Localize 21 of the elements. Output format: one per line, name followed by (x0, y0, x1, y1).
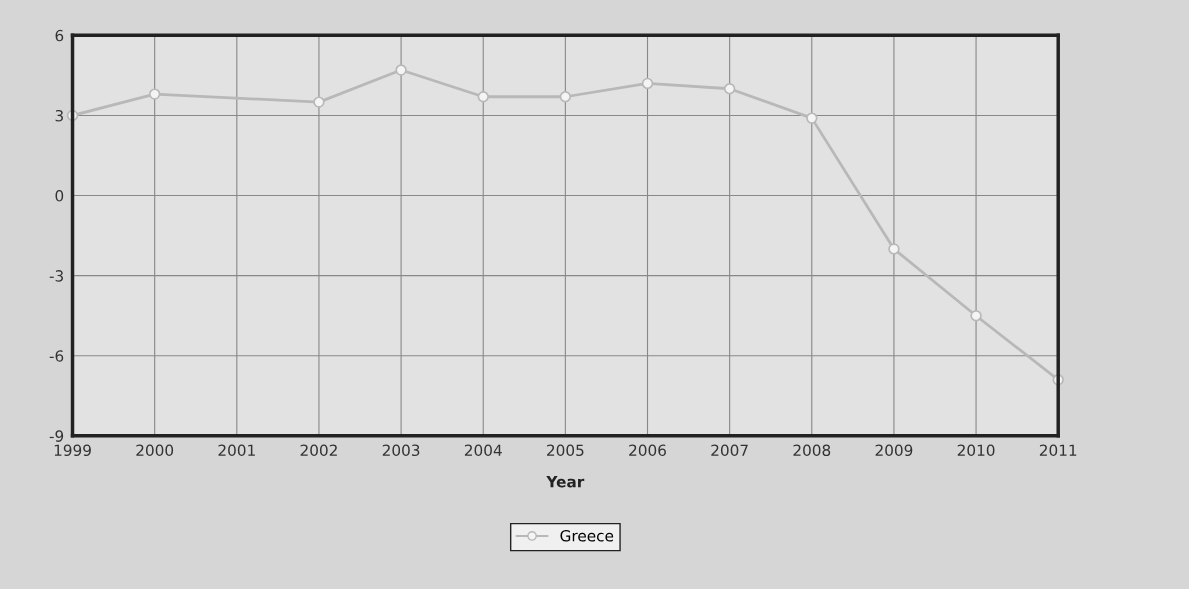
x-tick-label: 2000 (136, 444, 174, 457)
x-axis-title: Year (546, 476, 585, 488)
y-tick-label: 3 (55, 109, 63, 122)
y-tick-label: 0 (55, 190, 64, 202)
y-tick-label: -6 (49, 350, 64, 362)
y-tick-label: 6 (55, 29, 64, 42)
x-tick-label: 2003 (382, 444, 420, 457)
x-tick-label: 2010 (957, 444, 995, 457)
x-tick-label: 2006 (629, 444, 666, 457)
x-tick-label: 2004 (464, 444, 502, 457)
x-tick-label: 2002 (300, 444, 337, 457)
legend-label: Greece (560, 529, 614, 542)
x-tick-label: 2001 (218, 444, 255, 457)
x-tick-label: 2008 (793, 444, 831, 457)
x-tick-label: 2005 (547, 444, 584, 457)
x-tick-label: 2007 (711, 444, 748, 457)
x-tick-label: 1999 (54, 444, 91, 457)
y-tick-label: -3 (49, 270, 63, 282)
y-tick-label: -9 (49, 430, 64, 442)
x-tick-label: 2011 (1039, 444, 1077, 457)
x-tick-label: 2009 (875, 444, 913, 457)
